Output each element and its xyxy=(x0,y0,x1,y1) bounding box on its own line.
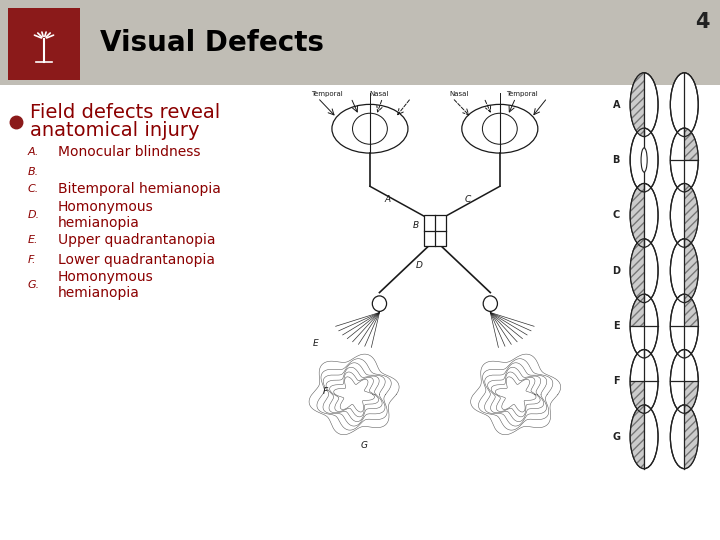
Text: Upper quadrantanopia: Upper quadrantanopia xyxy=(58,233,215,247)
Ellipse shape xyxy=(670,184,698,247)
Polygon shape xyxy=(630,294,644,326)
Text: F.: F. xyxy=(28,255,37,265)
Text: E: E xyxy=(613,321,619,331)
FancyBboxPatch shape xyxy=(0,85,720,540)
Text: Homonymous: Homonymous xyxy=(58,270,154,284)
Ellipse shape xyxy=(630,239,658,302)
Text: B.: B. xyxy=(28,167,39,177)
Text: Visual Defects: Visual Defects xyxy=(100,29,324,57)
Text: E: E xyxy=(313,339,319,348)
Text: G: G xyxy=(612,432,620,442)
FancyBboxPatch shape xyxy=(8,8,80,80)
Text: Bitemporal hemianopia: Bitemporal hemianopia xyxy=(58,182,221,196)
Polygon shape xyxy=(684,294,698,326)
Text: D: D xyxy=(612,266,620,276)
Text: anatomical injury: anatomical injury xyxy=(30,120,199,139)
Ellipse shape xyxy=(630,405,658,469)
Text: Lower quadrantanopia: Lower quadrantanopia xyxy=(58,253,215,267)
Text: C: C xyxy=(613,211,620,220)
Text: C.: C. xyxy=(28,184,40,194)
Polygon shape xyxy=(630,405,644,469)
Ellipse shape xyxy=(670,294,698,358)
Polygon shape xyxy=(630,239,644,302)
Ellipse shape xyxy=(670,128,698,192)
Text: F: F xyxy=(323,387,328,396)
Text: Field defects reveal: Field defects reveal xyxy=(30,104,220,123)
Ellipse shape xyxy=(670,239,698,302)
Circle shape xyxy=(641,148,647,172)
Text: 4: 4 xyxy=(696,12,710,32)
Polygon shape xyxy=(684,184,698,247)
Text: Homonymous: Homonymous xyxy=(58,200,154,214)
Ellipse shape xyxy=(630,73,658,137)
Text: G: G xyxy=(360,441,367,450)
Text: F: F xyxy=(613,376,619,387)
Polygon shape xyxy=(684,405,698,469)
Polygon shape xyxy=(684,239,698,302)
Polygon shape xyxy=(630,381,644,413)
Ellipse shape xyxy=(670,73,698,137)
Polygon shape xyxy=(630,73,644,137)
Ellipse shape xyxy=(630,294,658,358)
Text: B: B xyxy=(613,155,620,165)
Text: Monocular blindness: Monocular blindness xyxy=(58,145,200,159)
Polygon shape xyxy=(684,381,698,413)
Ellipse shape xyxy=(630,128,658,192)
Text: Nasal: Nasal xyxy=(370,91,389,97)
Polygon shape xyxy=(684,128,698,160)
Text: D.: D. xyxy=(28,210,40,220)
FancyBboxPatch shape xyxy=(424,215,446,246)
Text: E.: E. xyxy=(28,235,38,245)
Text: Temporal: Temporal xyxy=(311,91,343,97)
Text: hemianopia: hemianopia xyxy=(58,286,140,300)
Text: C: C xyxy=(465,195,472,204)
Text: Temporal: Temporal xyxy=(506,91,538,97)
Ellipse shape xyxy=(670,349,698,413)
Text: G.: G. xyxy=(28,280,40,290)
FancyBboxPatch shape xyxy=(0,0,720,85)
Text: Nasal: Nasal xyxy=(449,91,468,97)
Text: B: B xyxy=(413,221,419,231)
Ellipse shape xyxy=(670,405,698,469)
Text: hemianopia: hemianopia xyxy=(58,216,140,230)
Text: A: A xyxy=(613,100,620,110)
Ellipse shape xyxy=(630,349,658,413)
Text: A: A xyxy=(384,195,390,204)
Ellipse shape xyxy=(630,184,658,247)
Text: A.: A. xyxy=(28,147,40,157)
Polygon shape xyxy=(630,184,644,247)
Text: D: D xyxy=(415,261,423,270)
